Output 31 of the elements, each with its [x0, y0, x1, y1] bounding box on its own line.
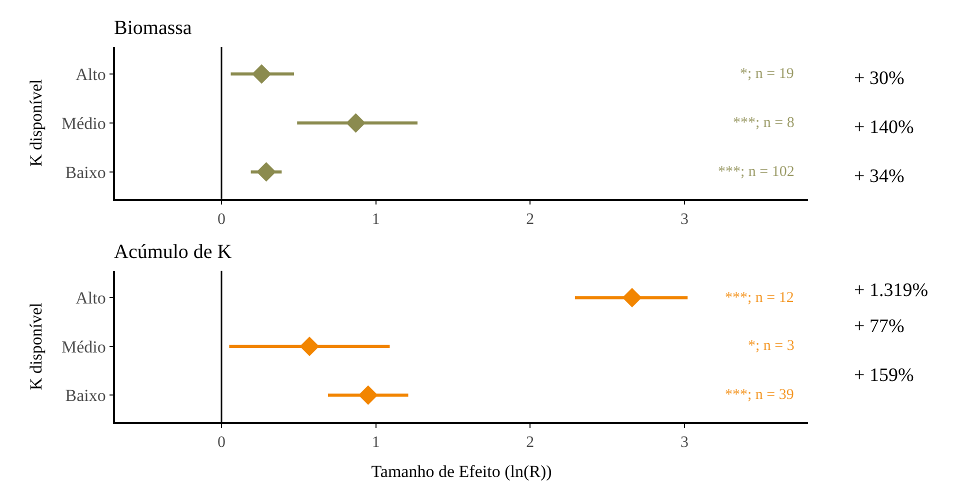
- x-tick-label: 3: [680, 210, 689, 228]
- x-tick-label: 3: [680, 434, 689, 451]
- chart-title: Biomassa: [114, 17, 192, 39]
- text: + 1.319%: [854, 280, 928, 301]
- text: + 77%: [854, 316, 904, 337]
- y-tick-label: Alto: [76, 64, 106, 84]
- x-axis-title: Tamanho de Efeito (ln(R)): [371, 462, 552, 481]
- y-axis-title: K disponível: [26, 78, 46, 167]
- y-tick-label: Baixo: [65, 386, 106, 406]
- y-tick-label: Médio: [61, 114, 106, 133]
- chart-title: Acúmulo de K: [114, 241, 232, 263]
- annotation: ***; n = 102: [718, 164, 794, 180]
- annotation: ***; n = 8: [733, 115, 794, 131]
- text: + 140%: [854, 117, 914, 138]
- annotation: ***; n = 12: [725, 290, 794, 306]
- annotation: *; n = 19: [740, 66, 794, 82]
- x-tick-label: 0: [218, 210, 226, 228]
- x-tick-label: 2: [526, 434, 534, 451]
- y-tick-label: Baixo: [65, 162, 106, 182]
- x-tick-label: 1: [372, 434, 380, 451]
- y-tick-label: Alto: [76, 288, 106, 308]
- annotation: *; n = 3: [748, 338, 794, 354]
- y-axis-title: K disponível: [26, 302, 46, 390]
- x-tick-label: 0: [218, 434, 226, 451]
- x-tick-label: 2: [526, 210, 534, 228]
- x-tick-label: 1: [372, 210, 380, 228]
- annotation: ***; n = 39: [725, 387, 794, 403]
- y-tick-label: Médio: [61, 337, 106, 356]
- text: + 34%: [854, 166, 904, 187]
- text: + 30%: [854, 68, 904, 89]
- text: + 159%: [854, 365, 914, 386]
